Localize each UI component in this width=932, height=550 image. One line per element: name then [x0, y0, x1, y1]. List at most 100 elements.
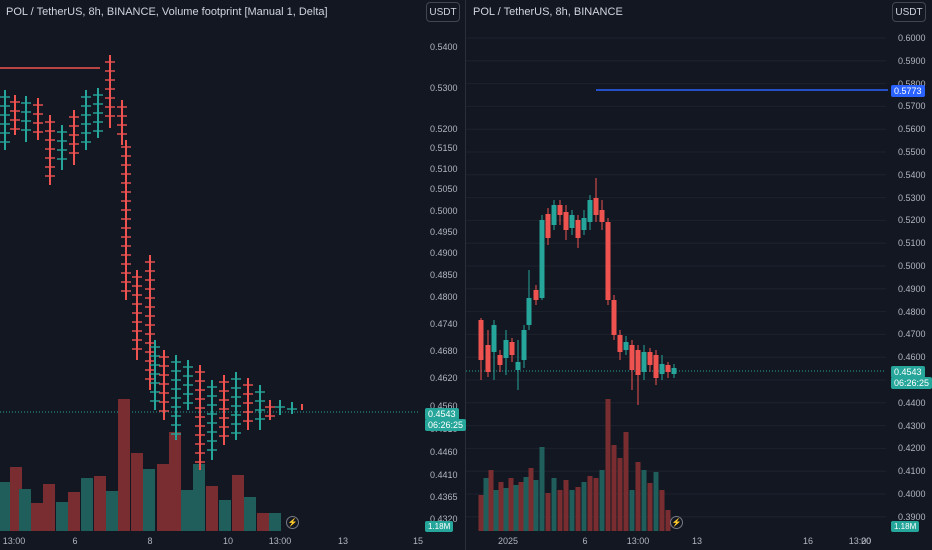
footprint-cell — [195, 443, 205, 445]
price-tick-label: 0.5600 — [898, 124, 926, 135]
footprint-cell — [45, 166, 55, 168]
footprint-cell — [171, 406, 181, 408]
footprint-cell — [150, 355, 160, 357]
price-tick-label: 0.4410 — [430, 470, 458, 480]
volume-bar — [513, 485, 519, 531]
volume-bar — [503, 488, 509, 531]
footprint-cell — [265, 415, 275, 417]
candlestick-chart-canvas[interactable] — [466, 0, 932, 550]
footprint-cell — [231, 414, 241, 416]
time-tick-label: 6 — [72, 536, 78, 546]
footprint-cell — [132, 348, 142, 350]
candle-body — [629, 345, 635, 370]
volume-bar — [557, 490, 563, 531]
footprint-cell — [57, 149, 67, 151]
footprint-cell — [207, 404, 217, 406]
footprint-cell — [145, 270, 155, 272]
candle-body — [569, 215, 575, 228]
footprint-cell — [121, 182, 131, 184]
candle-body — [497, 355, 503, 365]
footprint-cell — [195, 389, 205, 391]
price-tick-label: 0.4900 — [898, 283, 926, 294]
time-tick-label: 8 — [147, 536, 153, 546]
footprint-chart-canvas[interactable] — [0, 0, 466, 550]
candle-body — [485, 345, 491, 372]
price-tick-label: 0.5000 — [430, 206, 458, 216]
footprint-cell — [243, 420, 253, 422]
candle-body — [665, 365, 671, 372]
volume-bar — [569, 490, 575, 531]
right-chart-pane[interactable]: POL / TetherUS, 8h, BINANCE USDT 0.6000 0… — [466, 0, 932, 550]
footprint-cell — [195, 434, 205, 436]
footprint-cell — [243, 402, 253, 404]
footprint-cell — [21, 102, 31, 104]
candle-body — [617, 335, 623, 352]
candle-body — [557, 205, 563, 215]
price-tick-label: 0.4740 — [430, 319, 458, 329]
footprint-cell — [121, 236, 131, 238]
candle-body — [478, 320, 484, 360]
volume-bar — [599, 470, 605, 531]
candle-body — [533, 290, 539, 300]
lightning-icon[interactable]: ⚡ — [286, 516, 299, 529]
candle-body — [539, 220, 545, 298]
footprint-cell — [183, 384, 193, 386]
right-currency-button[interactable]: USDT — [892, 2, 926, 22]
candle-body — [659, 364, 665, 374]
volume-bar — [68, 492, 80, 531]
footprint-cell — [145, 279, 155, 281]
footprint-cell — [231, 432, 241, 434]
footprint-cell — [93, 112, 103, 114]
footprint-cell — [121, 281, 131, 283]
footprint-cell — [145, 369, 155, 371]
footprint-cell — [171, 415, 181, 417]
footprint-cell — [171, 424, 181, 426]
footprint-cell — [121, 272, 131, 274]
time-tick-label: 20 — [860, 536, 872, 546]
footprint-cell — [207, 431, 217, 433]
footprint-cell — [121, 173, 131, 175]
time-tick-label: 16 — [802, 536, 814, 546]
footprint-cell — [93, 121, 103, 123]
footprint-cell — [121, 209, 131, 211]
right-countdown-tag: 06:26:25 — [891, 377, 932, 389]
volume-bar — [43, 484, 55, 531]
time-tick-label: 13 — [691, 536, 703, 546]
volume-bar — [169, 432, 181, 531]
footprint-cell — [105, 61, 115, 63]
footprint-cell — [132, 303, 142, 305]
volume-bar — [635, 462, 641, 531]
footprint-cell — [145, 261, 155, 263]
candle-body — [563, 212, 569, 230]
volume-bar — [653, 472, 659, 531]
candle-body — [611, 300, 617, 335]
footprint-cell — [171, 370, 181, 372]
footprint-cell — [81, 105, 91, 107]
footprint-cell — [231, 405, 241, 407]
left-chart-pane[interactable]: POL / TetherUS, 8h, BINANCE, Volume foot… — [0, 0, 467, 550]
price-tick-label: 0.6000 — [898, 33, 926, 43]
left-currency-button[interactable]: USDT — [426, 2, 460, 22]
footprint-cell — [219, 408, 229, 410]
footprint-cell — [183, 366, 193, 368]
volume-bar — [478, 495, 484, 531]
footprint-cell — [150, 364, 160, 366]
footprint-cell — [0, 141, 10, 143]
volume-bar — [617, 458, 623, 531]
candle-body — [509, 342, 515, 355]
left-countdown-tag: 06:26:25 — [425, 419, 467, 431]
price-tick-label: 0.4900 — [430, 248, 458, 258]
volume-bar — [563, 480, 569, 531]
candle-body — [503, 340, 509, 358]
footprint-cell — [0, 123, 10, 125]
volume-bar — [493, 490, 499, 531]
footprint-cell — [121, 227, 131, 229]
footprint-cell — [145, 378, 155, 380]
footprint-cell — [145, 297, 155, 299]
footprint-cell — [145, 342, 155, 344]
candle-body — [526, 298, 532, 325]
footprint-cell — [207, 422, 217, 424]
footprint-cell — [21, 129, 31, 131]
footprint-cell — [231, 423, 241, 425]
lightning-icon[interactable]: ⚡ — [670, 516, 683, 529]
